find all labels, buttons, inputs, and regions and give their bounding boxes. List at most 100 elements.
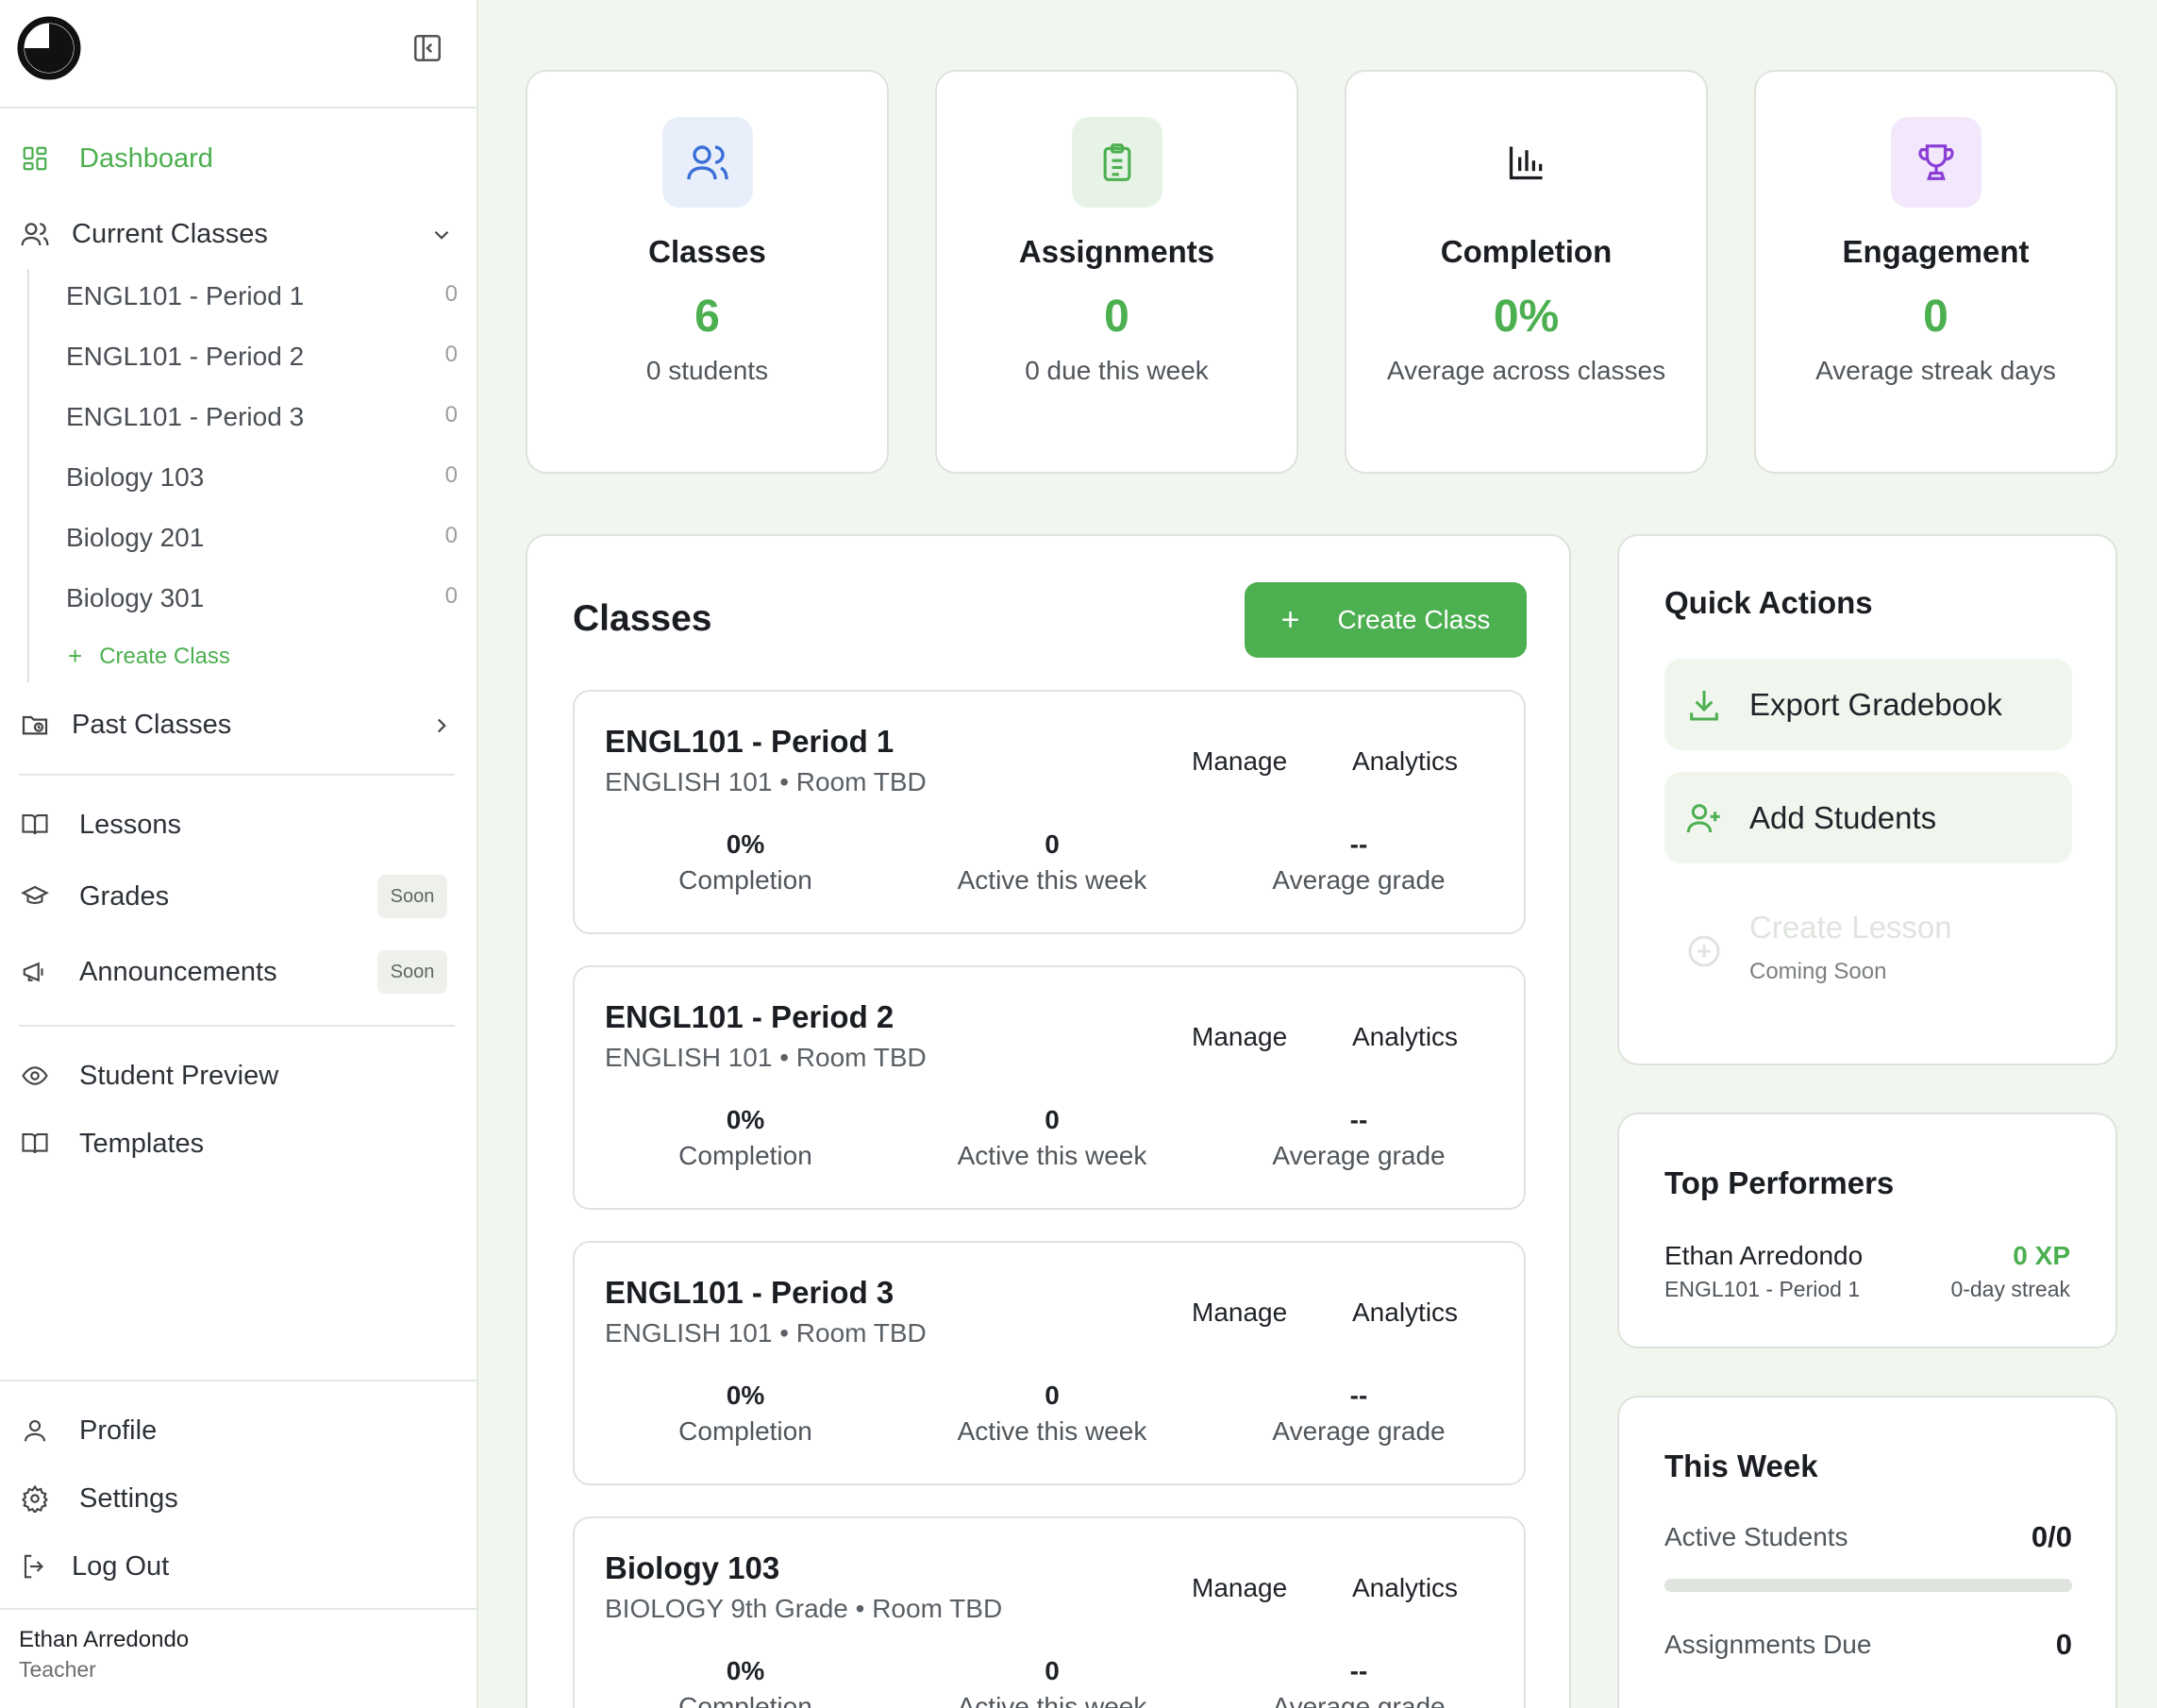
chevron-right-icon[interactable]	[429, 713, 454, 738]
sidebar: Dashboard Current Classes ENGL101 - Peri…	[0, 0, 478, 1708]
create-lesson-button: Create Lesson Coming Soon	[1664, 910, 2072, 1013]
completion-metric: 0% Completion	[678, 1105, 812, 1170]
plus-circle-icon	[1685, 932, 1723, 970]
classes-panel: Classes + Create Class ENGL101 - Period …	[526, 534, 1571, 1708]
active-students-value: 0/0	[2031, 1520, 2072, 1553]
stat-card-completion: Completion 0% Average across classes	[1345, 70, 1708, 474]
class-card[interactable]: ENGL101 - Period 3 ENGLISH 101 • Room TBD…	[573, 1241, 1526, 1485]
analytics-link[interactable]: Analytics	[1352, 1573, 1459, 1602]
users-icon	[19, 218, 51, 250]
active-students-progress	[1664, 1579, 2072, 1592]
users-icon	[661, 117, 753, 208]
completion-metric: 0% Completion	[678, 1656, 812, 1708]
sidebar-class-item[interactable]: ENGL101 - Period 2 0	[66, 342, 458, 372]
class-card[interactable]: ENGL101 - Period 1 ENGLISH 101 • Room TBD…	[573, 690, 1526, 934]
analytics-link[interactable]: Analytics	[1352, 1298, 1459, 1327]
grade-metric: -- Average grade	[1272, 1381, 1446, 1446]
sidebar-class-item[interactable]: Biology 201 0	[66, 523, 458, 553]
sidebar-class-item[interactable]: Biology 301 0	[66, 583, 458, 613]
sidebar-item-lessons[interactable]: Lessons	[19, 802, 181, 847]
create-class-button[interactable]: + Create Class	[1245, 582, 1527, 658]
sidebar-item-settings[interactable]: Settings	[19, 1476, 178, 1521]
sidebar-divider	[19, 1025, 455, 1027]
sidebar-collapse-icon[interactable]	[411, 32, 443, 64]
class-card-name: ENGL101 - Period 2	[605, 999, 895, 1034]
user-role: Teacher	[19, 1657, 96, 1682]
sidebar-divider	[0, 1380, 478, 1381]
sidebar-item-label: Lessons	[79, 809, 182, 840]
performer-xp: 0 XP	[2013, 1241, 2070, 1270]
logout-icon	[19, 1550, 51, 1582]
manage-link[interactable]: Manage	[1192, 746, 1288, 776]
sidebar-class-count: 0	[444, 342, 458, 367]
soon-badge: Soon	[377, 875, 447, 918]
assignments-due-value: 0	[2055, 1628, 2072, 1661]
class-card-name: ENGL101 - Period 3	[605, 1275, 895, 1310]
add-students-button[interactable]: Add Students	[1664, 772, 2072, 863]
sidebar-item-grades[interactable]: Grades	[19, 874, 169, 919]
stat-label: Engagement	[1842, 234, 2030, 269]
sidebar-item-label: Profile	[79, 1415, 158, 1446]
active-metric: 0 Active this week	[957, 1381, 1147, 1446]
submenu-guide	[27, 269, 29, 682]
stat-subtext: 0 students	[645, 356, 769, 385]
sidebar-item-label: Settings	[79, 1482, 178, 1514]
eye-icon	[19, 1060, 51, 1092]
trophy-icon	[1890, 117, 1981, 208]
analytics-link[interactable]: Analytics	[1352, 1022, 1459, 1051]
class-card-name: Biology 103	[605, 1550, 780, 1585]
sidebar-item-label: Templates	[79, 1128, 205, 1159]
export-gradebook-button[interactable]: Export Gradebook	[1664, 659, 2072, 750]
sidebar-item-profile[interactable]: Profile	[19, 1408, 157, 1453]
grade-metric: -- Average grade	[1272, 829, 1446, 895]
sidebar-item-label: Current Classes	[72, 218, 268, 249]
analytics-link[interactable]: Analytics	[1352, 746, 1459, 776]
graduation-cap-icon	[19, 880, 51, 913]
sidebar-item-label: Log Out	[72, 1550, 170, 1582]
sidebar-class-item[interactable]: ENGL101 - Period 3 0	[66, 402, 458, 432]
gear-icon	[19, 1482, 51, 1515]
sidebar-item-current-classes[interactable]: Current Classes	[19, 211, 268, 257]
sidebar-item-dashboard[interactable]: Dashboard	[19, 136, 213, 181]
sidebar-item-announcements[interactable]: Announcements	[19, 949, 277, 995]
sidebar-class-name: ENGL101 - Period 3	[66, 402, 305, 431]
class-card-subtitle: ENGLISH 101 • Room TBD	[605, 767, 927, 796]
app-logo-icon[interactable]	[17, 16, 81, 80]
chevron-down-icon[interactable]	[429, 223, 454, 247]
performer-streak: 0-day streak	[1950, 1277, 2070, 1301]
sidebar-create-class-link[interactable]: + Create Class	[68, 642, 230, 670]
sidebar-class-item[interactable]: Biology 103 0	[66, 462, 458, 493]
clipboard-icon	[1071, 117, 1162, 208]
stat-value: 6	[694, 292, 720, 342]
stat-value: 0%	[1493, 292, 1560, 342]
manage-link[interactable]: Manage	[1192, 1298, 1288, 1327]
class-card-subtitle: ENGLISH 101 • Room TBD	[605, 1318, 927, 1348]
sidebar-class-count: 0	[444, 402, 458, 427]
sidebar-item-student-preview[interactable]: Student Preview	[19, 1053, 278, 1098]
download-icon	[1685, 686, 1723, 724]
stat-value: 0	[1104, 292, 1129, 342]
sidebar-item-past-classes[interactable]: Past Classes	[19, 702, 231, 747]
sidebar-class-name: ENGL101 - Period 1	[66, 281, 305, 310]
active-metric: 0 Active this week	[957, 1656, 1147, 1708]
megaphone-icon	[19, 956, 51, 988]
user-icon	[19, 1415, 51, 1447]
sidebar-item-templates[interactable]: Templates	[19, 1121, 204, 1166]
stat-label: Classes	[648, 234, 766, 269]
class-card[interactable]: ENGL101 - Period 2 ENGLISH 101 • Room TBD…	[573, 965, 1526, 1210]
sidebar-item-label: Dashboard	[79, 142, 213, 174]
bar-chart-icon	[1480, 117, 1572, 208]
quick-actions-title: Quick Actions	[1664, 585, 1873, 620]
manage-link[interactable]: Manage	[1192, 1573, 1288, 1602]
sidebar-item-label: Student Preview	[79, 1060, 279, 1091]
class-card[interactable]: Biology 103 BIOLOGY 9th Grade • Room TBD M…	[573, 1516, 1526, 1708]
sidebar-class-name: Biology 301	[66, 583, 205, 612]
manage-link[interactable]: Manage	[1192, 1022, 1288, 1051]
sidebar-class-item[interactable]: ENGL101 - Period 1 0	[66, 281, 458, 311]
class-card-subtitle: ENGLISH 101 • Room TBD	[605, 1043, 927, 1072]
sidebar-class-count: 0	[444, 523, 458, 548]
stat-card-classes: Classes 6 0 students	[526, 70, 889, 474]
plus-icon: +	[1280, 601, 1300, 638]
quick-actions-panel: Quick Actions Export Gradebook Add Stude…	[1617, 534, 2117, 1065]
sidebar-item-logout[interactable]: Log Out	[19, 1544, 169, 1589]
